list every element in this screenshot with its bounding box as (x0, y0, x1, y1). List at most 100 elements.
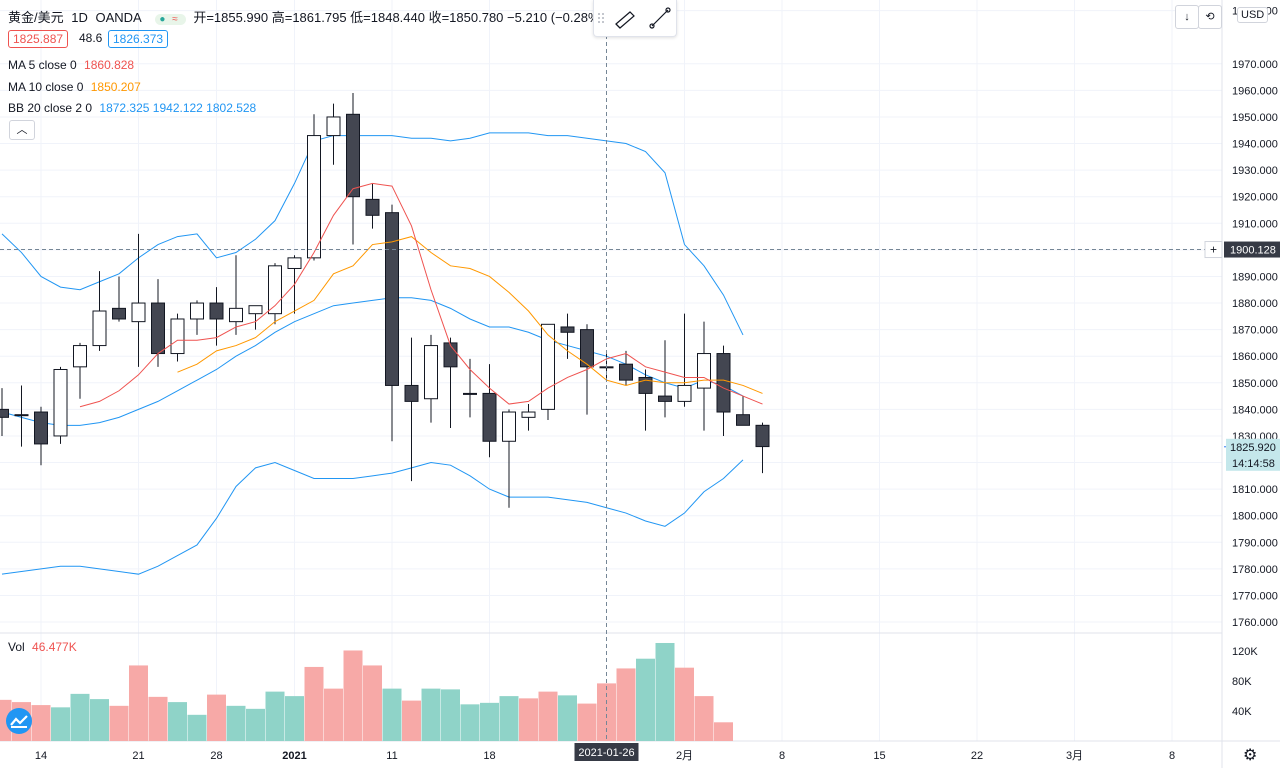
symbol-legend: 黄金/美元 1D OANDA ● ≈ 开=1855.990 高=1861.795… (8, 7, 608, 26)
volume-bar (324, 688, 343, 741)
candle-body (326, 116, 341, 137)
bar-countdown: 14:14:58 (1232, 458, 1275, 470)
price-tick-label: 1870.000 (1232, 325, 1278, 337)
bb-middle-line (1, 297, 744, 426)
time-tick-label: 8 (1169, 750, 1175, 762)
candle (619, 350, 633, 386)
candle-body (755, 424, 770, 448)
candle (482, 364, 497, 458)
candle (385, 204, 399, 442)
candle-body (677, 384, 692, 402)
price-tick-label: 1790.000 (1232, 537, 1278, 549)
candle (151, 279, 165, 367)
candle (0, 388, 9, 436)
add-alert-button[interactable] (1204, 241, 1223, 259)
bb-values: 1872.325 1942.122 1802.528 (99, 101, 257, 115)
candle-body (658, 395, 672, 402)
volume-bar (265, 691, 285, 741)
candle (658, 340, 672, 418)
bollinger-bands (1, 132, 744, 575)
tradingview-logo[interactable] (6, 708, 32, 734)
time-tick-label: 14 (35, 750, 47, 762)
candle (346, 93, 360, 245)
volume-bar (168, 702, 187, 741)
time-tick-label: 8 (779, 750, 785, 762)
volume-bar (109, 705, 129, 741)
gear-icon[interactable]: ⚙ (1243, 747, 1258, 764)
volume-bar (441, 689, 460, 741)
interval-label[interactable]: 1D (71, 10, 88, 25)
ma10-label: MA 10 close 0 (8, 80, 84, 94)
candle-body (268, 265, 282, 315)
candle (424, 334, 438, 423)
candle (638, 369, 653, 431)
volume-bar (90, 699, 109, 741)
time-tick-label: 2月 (676, 750, 693, 762)
candle-body (443, 342, 458, 368)
time-tick-label: 21 (132, 750, 144, 762)
candle (229, 255, 243, 335)
candle-body (151, 302, 165, 355)
ma5-legend[interactable]: MA 5 close 0 1860.828 (8, 58, 138, 72)
time-tick-label: 15 (873, 750, 885, 762)
price-tick-label: 1780.000 (1232, 564, 1278, 576)
price-tick-label: 1950.000 (1232, 112, 1278, 124)
drag-handle-icon[interactable] (598, 13, 604, 23)
price-tick-label: 1910.000 (1232, 218, 1278, 230)
candle-body (424, 345, 438, 400)
bb-label: BB 20 close 2 0 (8, 101, 93, 115)
parallel-channel-icon[interactable] (615, 11, 635, 29)
candle-body (0, 408, 9, 418)
bb-legend[interactable]: BB 20 close 2 0 1872.325 1942.122 1802.5… (8, 101, 260, 115)
volume-bar (129, 665, 148, 741)
bid-price-button[interactable]: 1825.887 (8, 30, 69, 48)
market-status-badge: ● ≈ (155, 14, 186, 25)
time-tick-label: 18 (483, 750, 495, 762)
currency-button[interactable]: USD (1237, 7, 1269, 23)
candle-body (404, 384, 419, 402)
volume-bar (402, 700, 421, 741)
last-price-box (1226, 438, 1280, 471)
volume-bar (304, 666, 324, 741)
time-tick-label: 3月 (1066, 750, 1083, 762)
volume-bar (577, 703, 597, 741)
volume-bar (616, 668, 636, 741)
ma10-legend[interactable]: MA 10 close 0 1850.207 (8, 80, 145, 94)
refresh-icon[interactable]: ⟲ (1198, 5, 1222, 29)
volume-tick-label: 40K (1232, 706, 1252, 718)
ma10-line (177, 236, 763, 394)
volume-bar (499, 696, 519, 741)
ask-price-button[interactable]: 1826.373 (108, 30, 169, 48)
symbol-name[interactable]: 黄金/美元 (8, 10, 64, 25)
price-tick-label: 1920.000 (1232, 192, 1278, 204)
candle-body (541, 323, 555, 410)
candle (716, 345, 731, 436)
candle (755, 422, 770, 474)
candle (326, 103, 341, 165)
candle-body (73, 345, 87, 368)
volume-bar (597, 683, 616, 741)
trend-line-icon[interactable] (649, 7, 671, 29)
candle-body (619, 363, 633, 381)
candle-body (170, 318, 185, 355)
crosshair-price-label: 1900.128 (1230, 245, 1276, 257)
last-price-label: 1825.920 (1230, 442, 1276, 454)
volume-bar (31, 705, 51, 741)
time-axis: 14 21 28 2021 11 18 2月 8 15 22 3月 8 (35, 750, 1175, 762)
candle (131, 233, 146, 367)
arrow-down-icon[interactable]: ↓ (1175, 5, 1199, 29)
volume-bar (694, 696, 714, 741)
volume-bar (714, 722, 733, 741)
candle-body (736, 414, 750, 426)
volume-legend[interactable]: Vol 46.477K (8, 640, 77, 654)
volume-bar (675, 667, 694, 741)
chevron-up-icon[interactable]: ︿ (9, 120, 35, 140)
candle (580, 324, 594, 415)
candle (502, 409, 516, 508)
bb-upper-line (1, 132, 744, 336)
candle-body (502, 411, 516, 442)
ma5-line (79, 182, 763, 408)
candle-body (365, 198, 380, 216)
